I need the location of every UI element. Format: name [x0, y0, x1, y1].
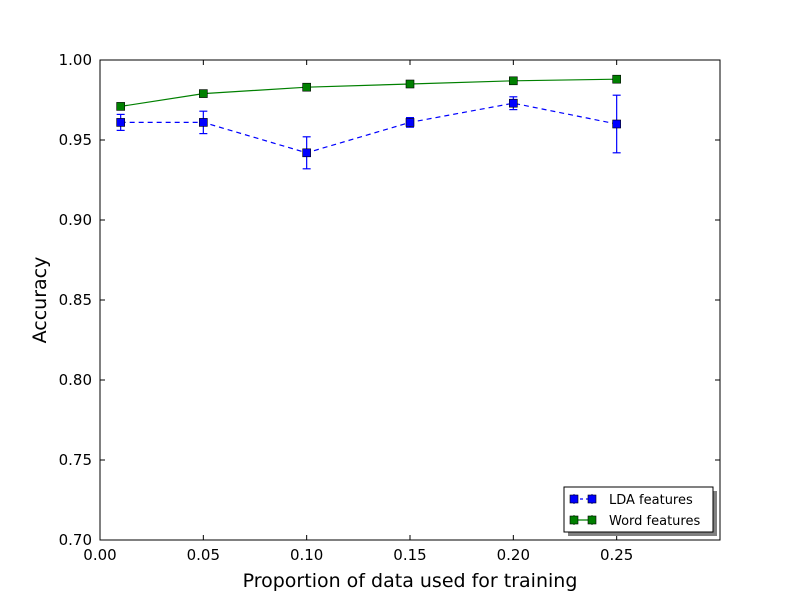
series-0 — [116, 94, 621, 170]
data-point — [509, 98, 518, 108]
data-point — [302, 82, 311, 92]
legend-label: LDA features — [609, 493, 693, 508]
axes-layer: 0.00 0.05 0.10 0.15 0.20 0.25 0.70 0.75 0.80 0.85… — [59, 51, 721, 564]
plot-background — [100, 60, 720, 540]
data-point — [612, 119, 621, 129]
legend: LDA features Word features — [563, 486, 717, 536]
data-point — [116, 118, 125, 127]
x-tick-label: 0.15 — [393, 546, 426, 564]
data-point — [612, 74, 621, 84]
data-point — [116, 102, 125, 111]
plot-area — [100, 60, 720, 540]
y-tick-label: 0.80 — [59, 371, 92, 389]
data-point — [405, 79, 415, 89]
x-tick-label: 0.10 — [290, 546, 323, 564]
series-layer — [116, 74, 621, 170]
data-point — [199, 118, 208, 127]
y-tick-label: 0.75 — [59, 451, 92, 469]
legend-marker — [587, 494, 597, 504]
series-line — [120, 102, 617, 154]
legend-entry: Word features — [569, 514, 700, 529]
data-point — [199, 89, 208, 98]
x-tick-label: 0.25 — [600, 546, 633, 564]
y-tick-label: 0.70 — [59, 531, 92, 549]
x-axis-label: Proportion of data used for training — [243, 570, 578, 592]
x-tick-label: 0.05 — [187, 546, 220, 564]
y-tick-label: 0.95 — [59, 131, 92, 149]
legend-marker — [587, 515, 597, 525]
x-tick-label: 0.20 — [497, 546, 530, 564]
legend-entry: LDA features — [569, 493, 693, 508]
y-axis-label: Accuracy — [29, 257, 51, 344]
data-point — [405, 118, 415, 127]
y-tick-label: 1.00 — [59, 51, 92, 69]
series-line — [120, 78, 617, 107]
legend-marker — [569, 515, 579, 525]
data-point — [302, 148, 311, 158]
legend-marker — [569, 494, 579, 504]
series-1 — [116, 74, 621, 111]
legend-label: Word features — [609, 514, 700, 529]
x-tick-label: 0.00 — [83, 546, 116, 564]
y-tick-label: 0.85 — [59, 291, 92, 309]
legend-box — [563, 486, 714, 533]
data-point — [509, 76, 518, 86]
y-tick-label: 0.90 — [59, 211, 92, 229]
